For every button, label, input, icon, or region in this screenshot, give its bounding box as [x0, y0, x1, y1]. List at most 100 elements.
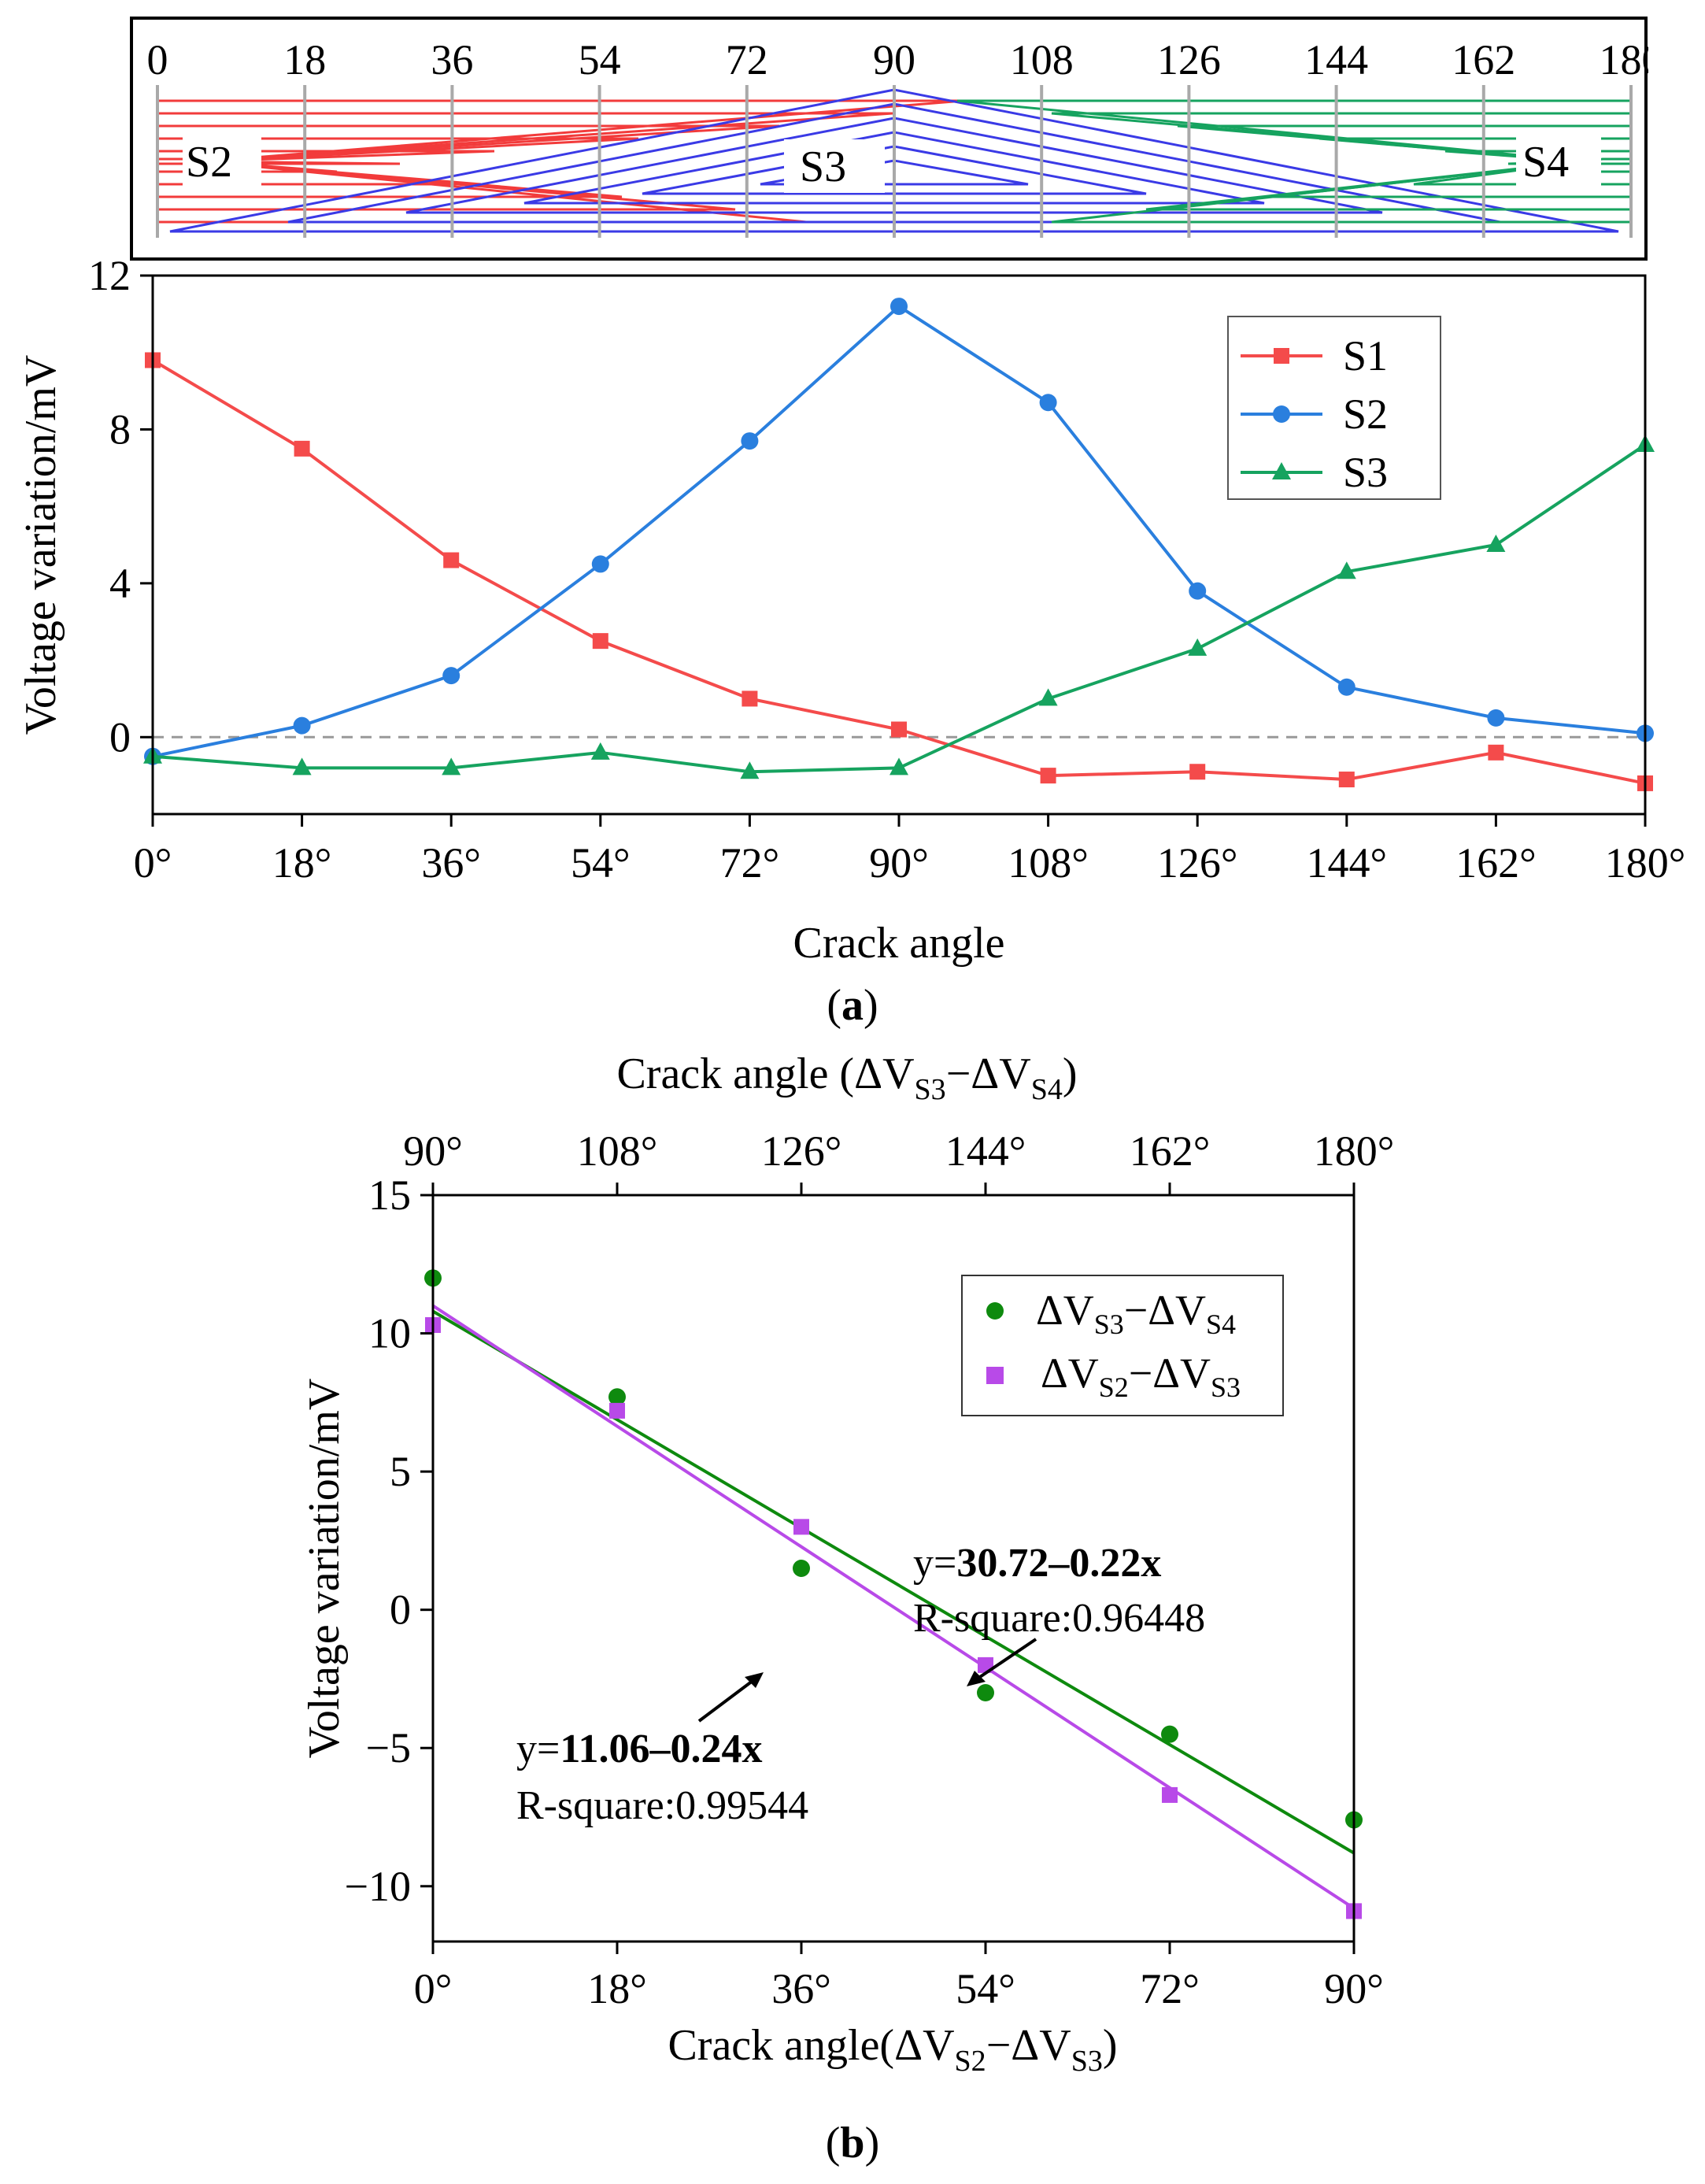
diagram-scale-tick: 162	[1452, 36, 1515, 83]
diagram-scale-tick: 18	[283, 36, 326, 83]
legend-label-s2-s3: ΔVS2−ΔVS3	[1041, 1349, 1241, 1403]
caption-a: (a)	[827, 981, 878, 1030]
point-s1	[294, 440, 310, 457]
chart-a-y-axis: 0 4 8 12	[88, 260, 153, 761]
legend-label-s1: S1	[1343, 332, 1388, 379]
diagram-gridlines	[156, 85, 1633, 238]
point-s2	[1487, 709, 1505, 727]
chart-b-x-label: Crack angle(ΔVS2−ΔVS3)	[668, 2021, 1117, 2078]
diagram-scale-tick: 0	[147, 36, 168, 83]
x-tick-label: 162°	[1455, 839, 1537, 887]
legend-label-s2: S2	[1343, 391, 1388, 438]
point-s3-s4	[608, 1388, 626, 1406]
legend-label-s3: S3	[1343, 449, 1388, 496]
legend-marker-s3-s4	[986, 1302, 1004, 1320]
diagram-scale-tick: 108	[1010, 36, 1074, 83]
point-s1	[1488, 744, 1504, 761]
fit2-arrow	[697, 1677, 757, 1723]
fit-annotations: y=30.72–0.22x R-square:0.96448 y=11.06–0…	[516, 1541, 1205, 1828]
legend-marker-s2	[1273, 405, 1290, 423]
y-tick-label: 5	[390, 1448, 411, 1495]
fit1-r-square: R-square:0.96448	[913, 1596, 1205, 1641]
point-s1	[891, 721, 907, 738]
y-tick-label: 0	[390, 1586, 411, 1634]
line-chart-a: 0° 18° 36° 54° 72° 90° 108° 126° 144° 162° 180° 0 4…	[17, 260, 1685, 968]
label-s3: S3	[800, 143, 846, 191]
point-s2	[293, 716, 311, 735]
point-s2	[1039, 394, 1057, 412]
x-tick-label: 54°	[956, 1965, 1015, 2012]
fit1-arrow-head	[967, 1671, 986, 1686]
x-tick-label: 126°	[1157, 839, 1238, 887]
x-tick-label: 18°	[587, 1965, 647, 2012]
top-x-tick-label: 90°	[403, 1127, 463, 1175]
chart-b-x-axis: 0° 18° 36° 54° 72° 90°	[414, 1942, 1384, 2012]
chart-a-x-label: Crack angle	[793, 919, 1005, 968]
point-s3	[590, 742, 610, 760]
point-s3-s4	[793, 1560, 810, 1577]
top-x-tick-label: 180°	[1314, 1127, 1395, 1175]
chart-b-plot-frame	[431, 1194, 1355, 1943]
x-tick-label: 108°	[1008, 839, 1089, 887]
point-s2-s3	[609, 1402, 625, 1419]
point-s2-s3	[793, 1519, 809, 1535]
diagram-scale-tick: 90	[873, 36, 915, 83]
sensor-layout-diagram: 0 18 36 54 72 90 108 126 144 162 180 S2 S3 S4	[130, 17, 1648, 261]
point-s3	[889, 757, 908, 776]
point-s1	[1338, 772, 1355, 788]
point-s1	[742, 690, 758, 707]
x-tick-label: 72°	[1140, 1965, 1200, 2012]
chart-a-series	[143, 298, 1655, 791]
y-tick-label: −5	[366, 1724, 411, 1771]
point-s1	[443, 552, 460, 568]
point-s3	[442, 757, 461, 776]
y-tick-label: 15	[368, 1172, 411, 1219]
point-s3	[1038, 688, 1058, 706]
caption-a-letter: a	[841, 981, 864, 1030]
diagram-sensor-labels: S2 S3 S4	[183, 134, 1601, 193]
x-tick-label: 18°	[272, 839, 332, 887]
chart-b-fit-lines	[431, 1304, 1355, 1910]
point-s3	[740, 761, 760, 779]
y-tick-label: 10	[368, 1310, 411, 1357]
point-s3-s4	[1161, 1725, 1178, 1743]
point-s3	[1188, 638, 1208, 656]
top-x-tick-label: 108°	[577, 1127, 658, 1175]
point-s3-s4	[977, 1684, 994, 1701]
x-tick-label: 72°	[720, 839, 780, 887]
point-s1	[1189, 764, 1206, 780]
chart-a-y-label: Voltage variation/mV	[17, 355, 65, 735]
legend-label-s3-s4: ΔVS3−ΔVS4	[1036, 1286, 1236, 1340]
chart-b-top-x-label: Crack angle (ΔVS3−ΔVS4)	[616, 1049, 1077, 1106]
x-tick-label: 36°	[421, 839, 481, 887]
fit1-equation: y=30.72–0.22x	[913, 1541, 1161, 1586]
x-tick-label: 0°	[134, 839, 172, 887]
chart-b-y-axis: 15 10 5 0 −5 −10	[345, 1172, 433, 1910]
chart-b-legend: ΔVS3−ΔVS4 ΔVS2−ΔVS3	[961, 1275, 1284, 1416]
x-tick-label: 36°	[771, 1965, 831, 2012]
fit2-equation: y=11.06–0.24x	[516, 1727, 762, 1771]
chart-a-x-axis: 0° 18° 36° 54° 72° 90° 108° 126° 144° 162° 180°	[134, 814, 1685, 887]
x-tick-label: 90°	[1324, 1965, 1384, 2012]
y-tick-label: −10	[345, 1863, 411, 1910]
legend-marker-s3	[1272, 462, 1291, 479]
top-x-tick-label: 144°	[945, 1127, 1026, 1175]
point-s2	[741, 432, 759, 450]
point-s1	[1040, 768, 1056, 784]
chart-b-legend-box	[961, 1275, 1284, 1416]
fit-line-s2-s3	[431, 1304, 1355, 1910]
point-s3	[292, 757, 312, 776]
x-tick-label: 90°	[869, 839, 929, 887]
point-s2	[1337, 678, 1355, 696]
diagram-scale-tick: 36	[431, 36, 473, 83]
x-tick-label: 54°	[571, 839, 631, 887]
chart-b-y-label: Voltage variation/mV	[300, 1379, 349, 1759]
label-s4: S4	[1522, 138, 1569, 187]
caption-b-letter: b	[840, 2119, 865, 2167]
point-s2-s3	[1162, 1786, 1178, 1803]
scatter-chart-b: 0° 18° 36° 54° 72° 90° 90° 108° 126° 144° 162° 180…	[300, 1049, 1395, 2078]
diagram-scale-tick: 54	[579, 36, 621, 83]
diagram-scale-tick: 144	[1304, 36, 1368, 83]
caption-b: (b)	[825, 2119, 880, 2167]
point-s2	[591, 555, 609, 573]
